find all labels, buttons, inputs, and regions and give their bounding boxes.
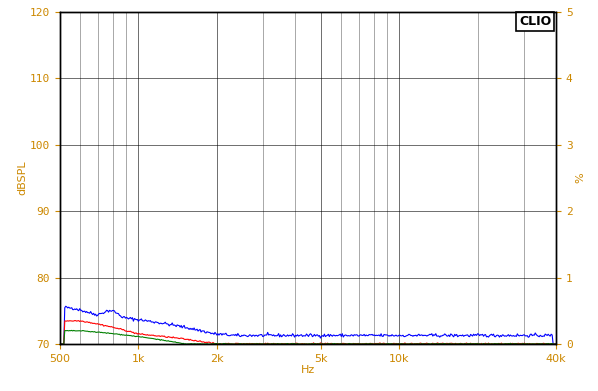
Y-axis label: %: %	[575, 172, 585, 183]
Text: CLIO: CLIO	[519, 15, 551, 28]
X-axis label: Hz: Hz	[301, 365, 315, 375]
Y-axis label: dBSPL: dBSPL	[17, 161, 27, 195]
